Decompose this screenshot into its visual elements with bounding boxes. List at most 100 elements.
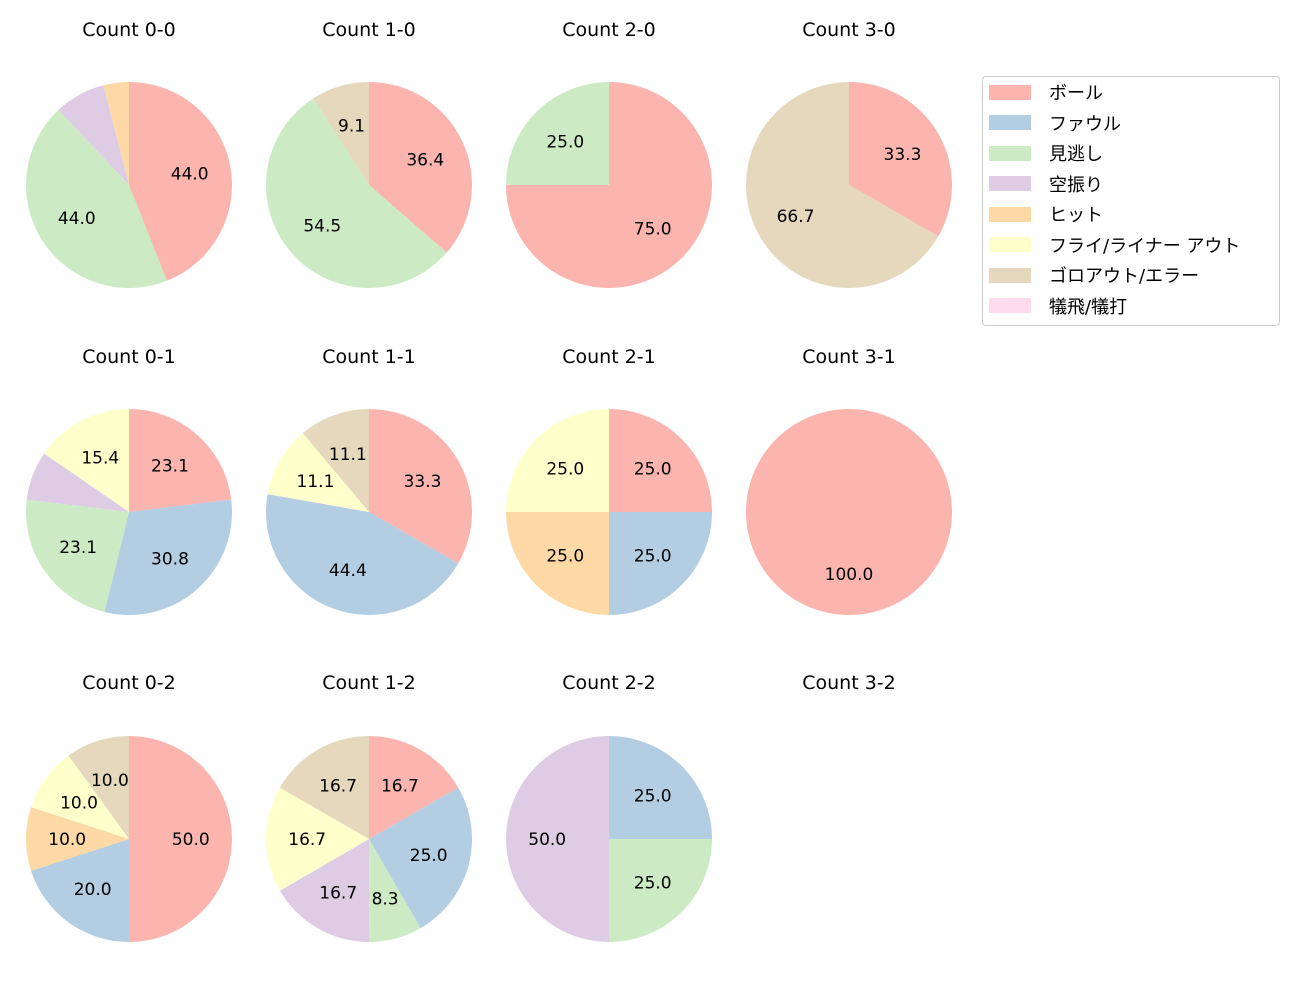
slice-label: 11.1 <box>297 472 335 492</box>
slice-label: 25.0 <box>634 786 672 806</box>
legend-item: ボール <box>989 81 1103 104</box>
slice-label: 23.1 <box>59 538 97 558</box>
pie-count-2-0: Count 2-0 75.0 25.0 <box>506 19 712 288</box>
pie-slice <box>279 736 369 839</box>
legend-swatch <box>989 176 1031 191</box>
legend-swatch <box>989 84 1031 100</box>
pie-title: Count 3-2 <box>802 672 896 694</box>
pie-slice <box>369 839 421 942</box>
pie-title: Count 1-0 <box>322 19 416 41</box>
pie-slice <box>26 453 130 512</box>
legend-label: 犠飛/犠打 <box>1049 296 1128 318</box>
pie-slice <box>31 755 129 839</box>
slice-label: 10.0 <box>91 771 129 791</box>
legend-label: 空振り <box>1049 174 1103 196</box>
legend-item: 犠飛/犠打 <box>989 295 1128 318</box>
slice-label: 10.0 <box>48 830 86 850</box>
legend-swatch <box>989 145 1031 161</box>
legend-item: ファウル <box>989 112 1121 135</box>
pie-slice <box>68 736 129 839</box>
pie-slice <box>609 839 712 942</box>
legend-swatch <box>989 206 1031 222</box>
pie-slice <box>129 82 232 281</box>
slice-label: 44.0 <box>171 164 209 184</box>
legend-label: フライ/ライナー アウト <box>1049 235 1241 257</box>
slice-label: 23.1 <box>151 457 189 477</box>
pie-title: Count 3-1 <box>802 346 896 368</box>
pie-slice <box>849 82 953 237</box>
pie-slice <box>609 409 712 512</box>
pie-slice <box>369 409 472 564</box>
slice-label: 50.0 <box>528 830 566 850</box>
pie-title: Count 2-2 <box>562 672 656 694</box>
legend-swatch <box>989 267 1031 283</box>
pie-count-1-1: Count 1-1 33.3 44.4 11.1 11.1 <box>265 346 472 616</box>
slice-label: 33.3 <box>884 145 922 165</box>
slice-label: 66.7 <box>777 207 815 227</box>
slice-label: 36.4 <box>406 150 444 170</box>
pie-title: Count 1-1 <box>322 346 416 368</box>
legend-swatch <box>989 298 1031 313</box>
slice-label: 8.3 <box>372 890 399 910</box>
legend-swatch <box>989 237 1031 252</box>
slice-label: 25.0 <box>634 874 672 894</box>
pie-slice <box>302 409 369 512</box>
pie-slice <box>279 839 370 942</box>
pie-slice <box>506 409 609 512</box>
slice-label: 50.0 <box>172 830 210 850</box>
pie-title: Count 3-0 <box>802 19 896 41</box>
pie-count-1-2: Count 1-2 16.7 25.0 8.3 16.7 16.7 16.7 <box>266 672 472 942</box>
pie-slice <box>609 512 712 615</box>
slice-label: 44.4 <box>329 561 367 581</box>
pie-slice <box>369 736 459 839</box>
legend-label: 見逃し <box>1049 144 1103 165</box>
legend-item: 空振り <box>989 173 1103 196</box>
slice-label: 20.0 <box>74 880 112 900</box>
pie-slice <box>506 512 609 615</box>
pie-count-3-2: Count 3-2 <box>802 672 896 694</box>
pie-title: Count 0-0 <box>82 19 176 41</box>
slice-label: 100.0 <box>825 565 874 585</box>
pie-slice <box>267 433 369 512</box>
pie-slice <box>506 736 609 942</box>
pie-title: Count 0-1 <box>82 346 176 368</box>
slice-label: 10.0 <box>60 794 98 814</box>
pie-count-0-0: Count 0-0 44.0 44.0 <box>25 19 232 288</box>
slice-label: 25.0 <box>634 459 672 479</box>
slice-label: 16.7 <box>288 830 326 850</box>
pie-title: Count 1-2 <box>322 672 416 694</box>
slice-label: 75.0 <box>634 220 672 240</box>
pie-count-1-0: Count 1-0 36.4 54.5 9.1 <box>266 19 472 288</box>
legend-label: ボール <box>1049 83 1103 104</box>
pie-title: Count 2-0 <box>562 19 656 41</box>
pie-slice <box>44 409 129 512</box>
slice-label: 30.8 <box>151 549 189 569</box>
slice-label: 25.0 <box>634 547 672 567</box>
slice-label: 25.0 <box>410 846 448 866</box>
pie-count-0-2: Count 0-2 50.0 20.0 10.0 10.0 10.0 <box>25 672 232 942</box>
legend-item: 見逃し <box>989 142 1103 165</box>
pie-slice <box>746 409 952 615</box>
pie-slice <box>369 787 472 929</box>
pie-slice <box>129 736 232 942</box>
pie-slice <box>103 82 129 185</box>
legend-item: ゴロアウト/エラー <box>989 264 1199 287</box>
pie-count-0-1: Count 0-1 23.1 30.8 23.1 15.4 <box>25 346 232 615</box>
pie-slice <box>25 109 167 288</box>
slice-label: 16.7 <box>319 776 357 796</box>
pie-slice <box>25 807 129 871</box>
pie-slice <box>266 98 447 288</box>
pie-slice <box>25 499 129 613</box>
legend-label: ヒット <box>1049 205 1103 226</box>
legend: ボールファウル見逃し空振りヒットフライ/ライナー アウトゴロアウト/エラー犠飛/… <box>982 76 1280 326</box>
slice-label: 25.0 <box>546 132 584 152</box>
slice-label: 33.3 <box>404 472 442 492</box>
slice-label: 54.5 <box>303 216 341 236</box>
slice-label: 9.1 <box>338 117 365 137</box>
pie-slice <box>104 499 232 615</box>
slice-label: 16.7 <box>319 884 357 904</box>
pie-count-3-1: Count 3-1 100.0 <box>746 346 952 615</box>
pie-slice <box>31 839 129 942</box>
